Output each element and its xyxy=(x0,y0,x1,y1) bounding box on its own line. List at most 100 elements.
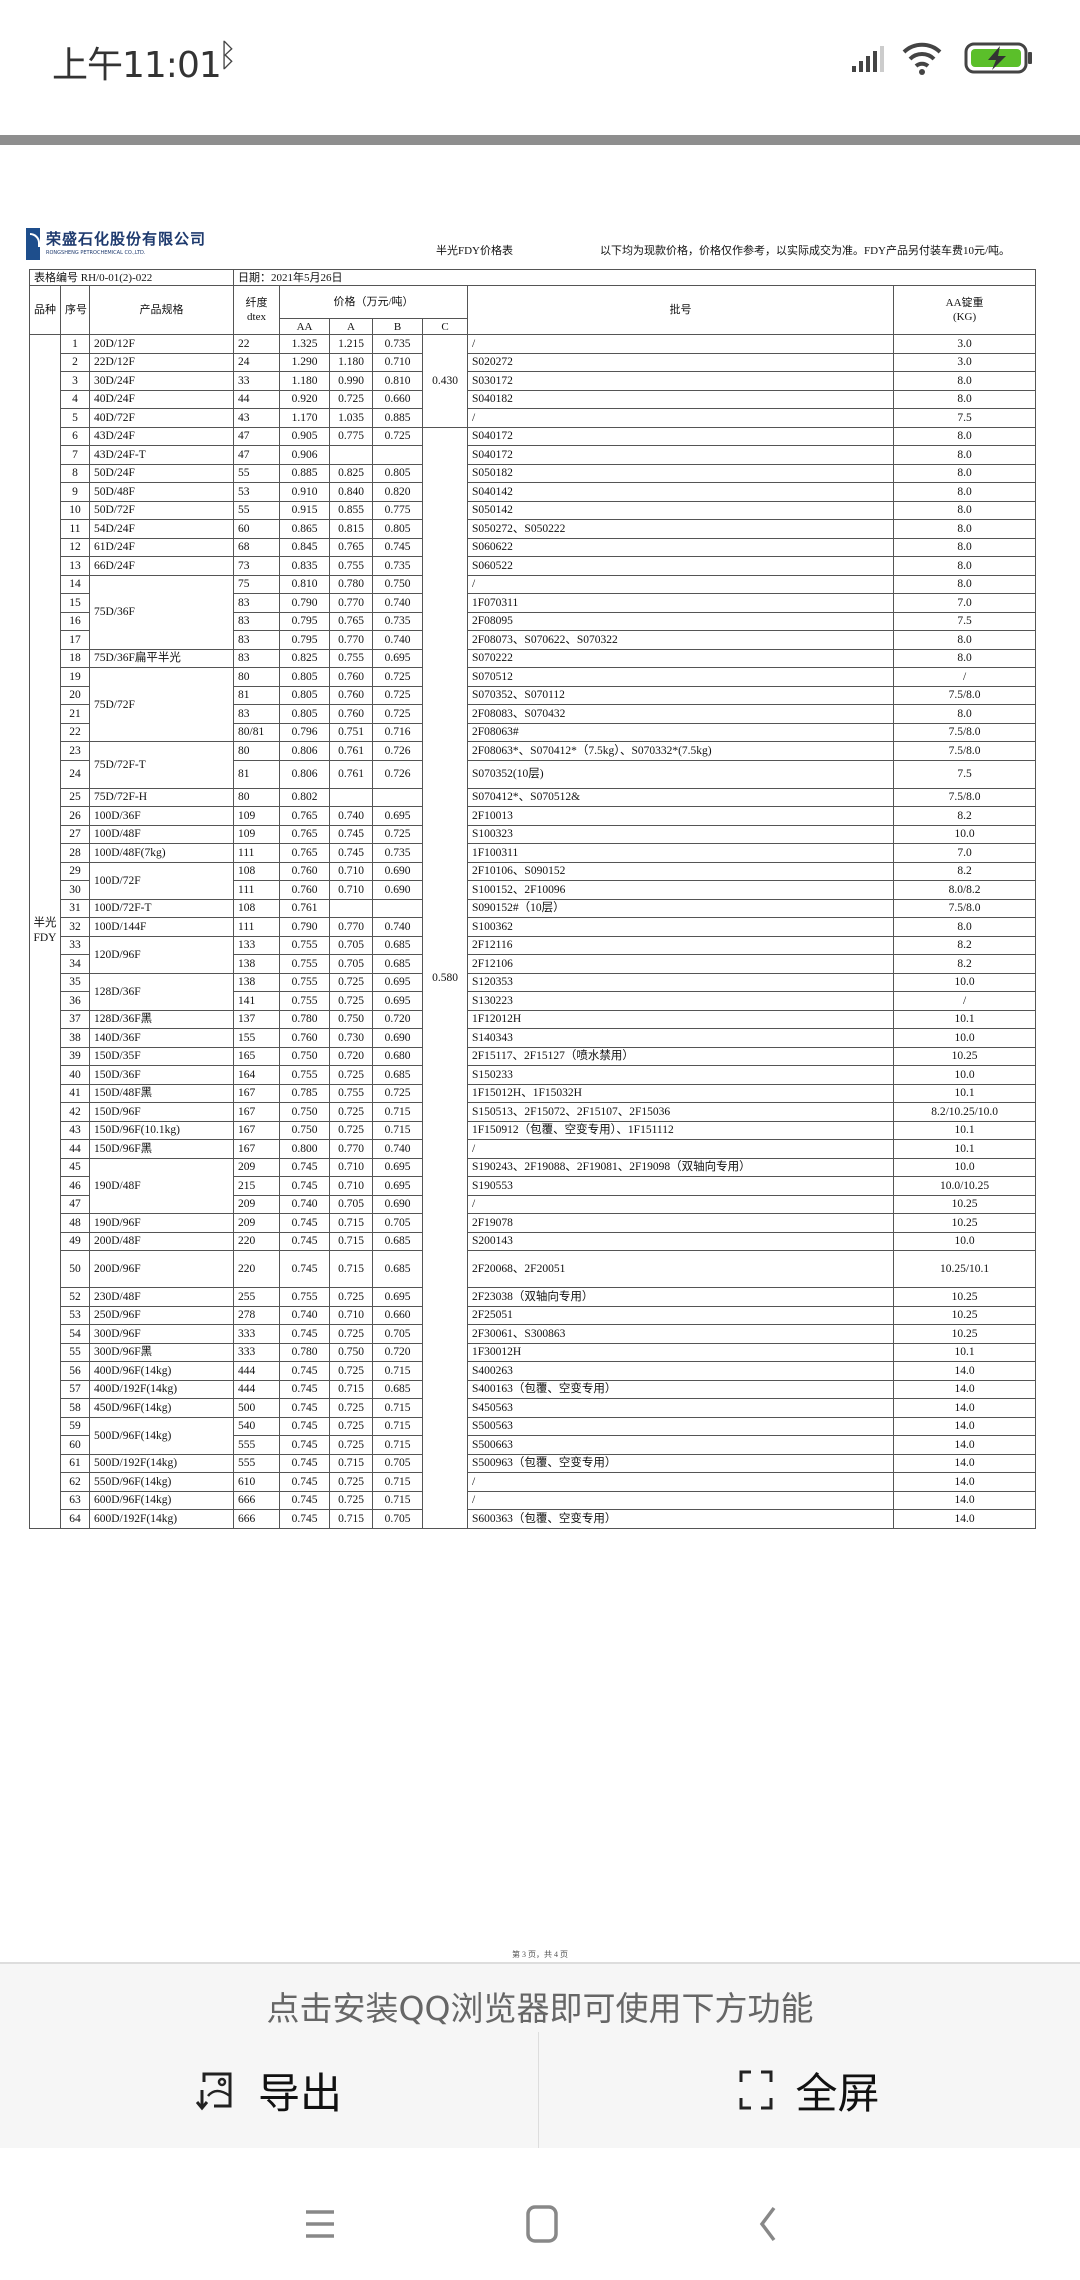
product-spec: 75D/72F-H xyxy=(88,787,235,807)
price-aa: 0.745 xyxy=(279,1453,331,1473)
row-number: 16 xyxy=(60,611,90,631)
batch-number: S500563 xyxy=(467,1416,895,1436)
price-a: 0.725 xyxy=(329,389,374,409)
aa-spindle-weight: 10.1 xyxy=(893,1342,1037,1362)
dtex: 215 xyxy=(233,1176,281,1196)
dtex: 220 xyxy=(233,1231,281,1251)
bluetooth-icon: ᛒ xyxy=(218,36,238,74)
product-kind-label: 半光FDY xyxy=(33,917,57,945)
banner-message[interactable]: 点击安装QQ浏览器即可使用下方功能 xyxy=(266,1989,814,2028)
row-number: 32 xyxy=(60,917,90,937)
table-row: 40 150D/36F 164 0.755 0.725 0.685 S150233 10.0 xyxy=(30,1065,1037,1085)
price-b: 0.695 xyxy=(372,1157,424,1177)
product-spec: 100D/144F xyxy=(88,917,235,937)
price-aa: 0.796 xyxy=(279,722,331,742)
price-b: 0.820 xyxy=(372,482,424,502)
price-b: 0.690 xyxy=(372,861,424,881)
aa-spindle-weight: 10.1 xyxy=(893,1120,1037,1140)
row-number: 40 xyxy=(60,1065,90,1085)
aa-spindle-weight: 10.0 xyxy=(893,1157,1037,1177)
price-a: 0.775 xyxy=(329,426,374,446)
header-b: B xyxy=(372,318,424,335)
batch-number: S040142 xyxy=(467,482,895,502)
row-number: 2 xyxy=(60,352,90,372)
fullscreen-button[interactable]: 全屏 xyxy=(540,2032,1079,2148)
batch-number: S130223 xyxy=(467,991,895,1011)
price-b: 0.715 xyxy=(372,1398,424,1418)
price-b xyxy=(372,787,424,807)
product-spec: 75D/36F扁平半光 xyxy=(88,648,235,668)
header-dtex-unit: dtex xyxy=(247,311,266,323)
row-number: 31 xyxy=(60,898,90,918)
header-weight-label: AA锭重 xyxy=(945,297,984,309)
dtex: 138 xyxy=(233,972,281,992)
product-spec: 43D/24F xyxy=(88,426,235,446)
row-number: 48 xyxy=(60,1213,90,1233)
price-b: 0.715 xyxy=(372,1472,424,1492)
price-aa: 0.745 xyxy=(279,1398,331,1418)
row-number: 7 xyxy=(60,445,90,465)
table-row: 10 50D/72F 55 0.915 0.855 0.775 S050142 8.0 xyxy=(30,500,1037,520)
batch-number: S070222 xyxy=(467,648,895,668)
price-aa: 0.805 xyxy=(279,667,331,687)
dtex: 444 xyxy=(233,1379,281,1399)
price-b: 0.695 xyxy=(372,648,424,668)
table-row: 35 128D/36F 138 0.755 0.725 0.695 S120353 10.0 xyxy=(30,972,1037,1011)
install-banner: 点击安装QQ浏览器即可使用下方功能 导出 全屏 xyxy=(0,1962,1080,2148)
company-logo: 荣盛石化股份有限公司 RONGSHENG PETROCHEMICAL CO.,L… xyxy=(26,228,206,262)
price-b: 0.705 xyxy=(372,1509,424,1529)
product-kind: 半光FDY xyxy=(29,334,61,1529)
price-a: 1.180 xyxy=(329,352,374,372)
price-b: 0.735 xyxy=(372,334,424,354)
dtex: 108 xyxy=(233,861,281,881)
price-aa: 0.745 xyxy=(279,1379,331,1399)
back-icon[interactable] xyxy=(748,2204,788,2244)
price-b: 0.725 xyxy=(372,1083,424,1103)
aa-spindle-weight: 10.0 xyxy=(893,1028,1037,1048)
batch-number: S070512 xyxy=(467,667,895,687)
price-a: 0.745 xyxy=(329,824,374,844)
aa-spindle-weight: 8.0 xyxy=(893,426,1037,446)
row-number: 15 xyxy=(60,593,90,613)
price-b: 0.715 xyxy=(372,1361,424,1381)
price-aa: 0.825 xyxy=(279,648,331,668)
price-b: 0.685 xyxy=(372,935,424,955)
dtex: 133 xyxy=(233,935,281,955)
dtex: 610 xyxy=(233,1472,281,1492)
aa-spindle-weight: 10.0 xyxy=(893,1065,1037,1085)
product-spec: 30D/24F xyxy=(88,371,235,391)
price-a: 0.761 xyxy=(329,759,374,789)
price-a: 0.715 xyxy=(329,1231,374,1251)
logo-name-en: RONGSHENG PETROCHEMICAL CO.,LTD. xyxy=(46,250,146,256)
batch-number: S040182 xyxy=(467,389,895,409)
price-aa: 0.745 xyxy=(279,1157,331,1177)
price-a: 0.770 xyxy=(329,917,374,937)
system-navigation-bar xyxy=(0,2148,1080,2280)
row-number: 45 xyxy=(60,1157,90,1177)
aa-spindle-weight: 14.0 xyxy=(893,1398,1037,1418)
export-button[interactable]: 导出 xyxy=(0,2032,539,2148)
aa-spindle-weight: 10.25 xyxy=(893,1213,1037,1233)
aa-spindle-weight: 10.25 xyxy=(893,1046,1037,1066)
product-spec: 600D/192F(14kg) xyxy=(88,1509,235,1529)
batch-number: S150513、2F15072、2F15107、2F15036 xyxy=(467,1102,895,1122)
price-a xyxy=(329,445,374,465)
dtex: 83 xyxy=(233,704,281,724)
price-a: 0.715 xyxy=(329,1213,374,1233)
row-number: 27 xyxy=(60,824,90,844)
table-row: 7 43D/24F-T 47 0.906 S040172 8.0 xyxy=(30,445,1037,465)
price-aa: 0.755 xyxy=(279,991,331,1011)
dtex: 43 xyxy=(233,408,281,428)
aa-spindle-weight: 10.1 xyxy=(893,1139,1037,1159)
row-number: 55 xyxy=(60,1342,90,1362)
batch-number: S040172 xyxy=(467,426,895,446)
home-icon[interactable] xyxy=(522,2204,562,2244)
header-a: A xyxy=(329,318,374,335)
dtex: 666 xyxy=(233,1509,281,1529)
price-a: 0.725 xyxy=(329,991,374,1011)
menu-icon[interactable] xyxy=(300,2204,340,2244)
price-b: 0.685 xyxy=(372,1065,424,1085)
batch-number: S020272 xyxy=(467,352,895,372)
aa-spindle-weight: 7.5/8.0 xyxy=(893,685,1037,705)
product-spec: 150D/35F xyxy=(88,1046,235,1066)
